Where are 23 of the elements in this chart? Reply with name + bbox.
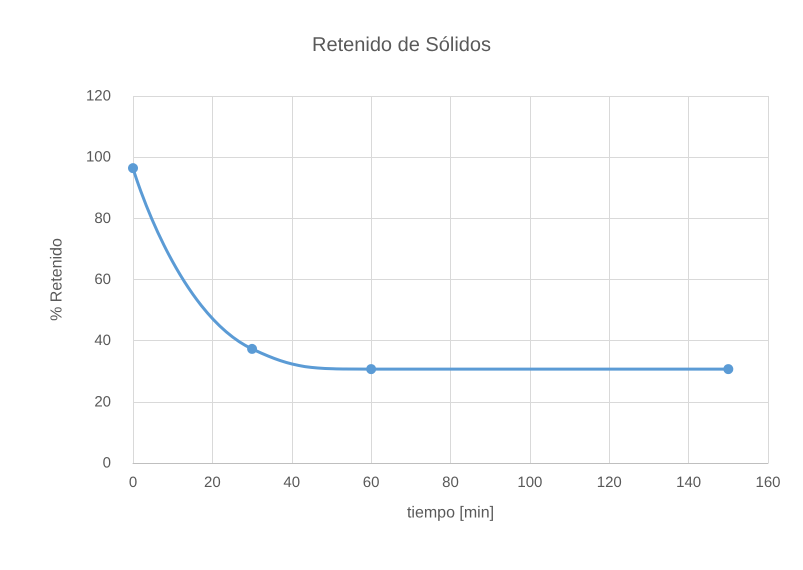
y-tick-label: 80 xyxy=(94,210,111,227)
x-axis-title: tiempo [min] xyxy=(406,504,494,522)
x-tick-label: 0 xyxy=(128,474,138,491)
point xyxy=(723,364,734,374)
y-tick-label: 60 xyxy=(94,271,111,288)
y-axis-title: % Retenido xyxy=(48,238,66,321)
point xyxy=(247,344,258,354)
y-tick-label: 100 xyxy=(86,148,111,166)
x-tick-label: 20 xyxy=(204,474,221,491)
y-tick-label: 20 xyxy=(94,393,111,410)
x-tick-label: 80 xyxy=(442,474,459,491)
y-tick-label: 0 xyxy=(102,454,111,472)
y-tick-label: 120 xyxy=(86,88,111,104)
x-tick-label: 100 xyxy=(517,474,542,491)
x-tick-label: 140 xyxy=(676,474,702,491)
x-tick-label: 60 xyxy=(362,474,380,491)
chart-title: Retenido de Sólidos xyxy=(312,34,492,56)
x-tick-label: 120 xyxy=(596,474,622,491)
y-tick-label: 40 xyxy=(94,332,111,350)
x-tick-label: 40 xyxy=(283,474,300,491)
point xyxy=(128,163,138,174)
point xyxy=(366,364,376,374)
x-tick-label: 160 xyxy=(755,474,781,491)
